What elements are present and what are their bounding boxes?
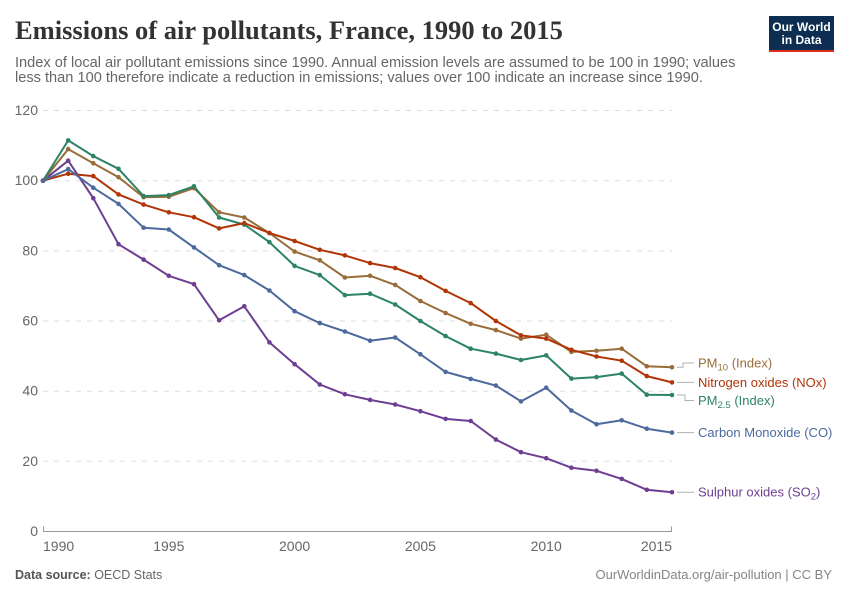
svg-text:2015: 2015 (641, 538, 672, 554)
svg-text:120: 120 (15, 102, 39, 118)
svg-text:20: 20 (22, 453, 38, 469)
svg-text:Carbon Monoxide (CO): Carbon Monoxide (CO) (698, 425, 832, 440)
svg-text:Sulphur oxides (SO2): Sulphur oxides (SO2) (698, 485, 820, 503)
svg-text:2005: 2005 (405, 538, 436, 554)
svg-text:0: 0 (30, 523, 38, 539)
svg-text:40: 40 (22, 383, 38, 399)
svg-text:80: 80 (22, 242, 38, 258)
svg-text:2010: 2010 (531, 538, 562, 554)
svg-text:1995: 1995 (153, 538, 184, 554)
svg-text:Nitrogen oxides (NOx): Nitrogen oxides (NOx) (698, 375, 827, 390)
svg-text:60: 60 (22, 313, 38, 329)
svg-text:PM2.5 (Index): PM2.5 (Index) (698, 393, 775, 411)
svg-text:100: 100 (15, 172, 39, 188)
svg-text:2000: 2000 (279, 538, 310, 554)
svg-text:1990: 1990 (43, 538, 74, 554)
svg-text:PM10 (Index): PM10 (Index) (698, 356, 772, 374)
